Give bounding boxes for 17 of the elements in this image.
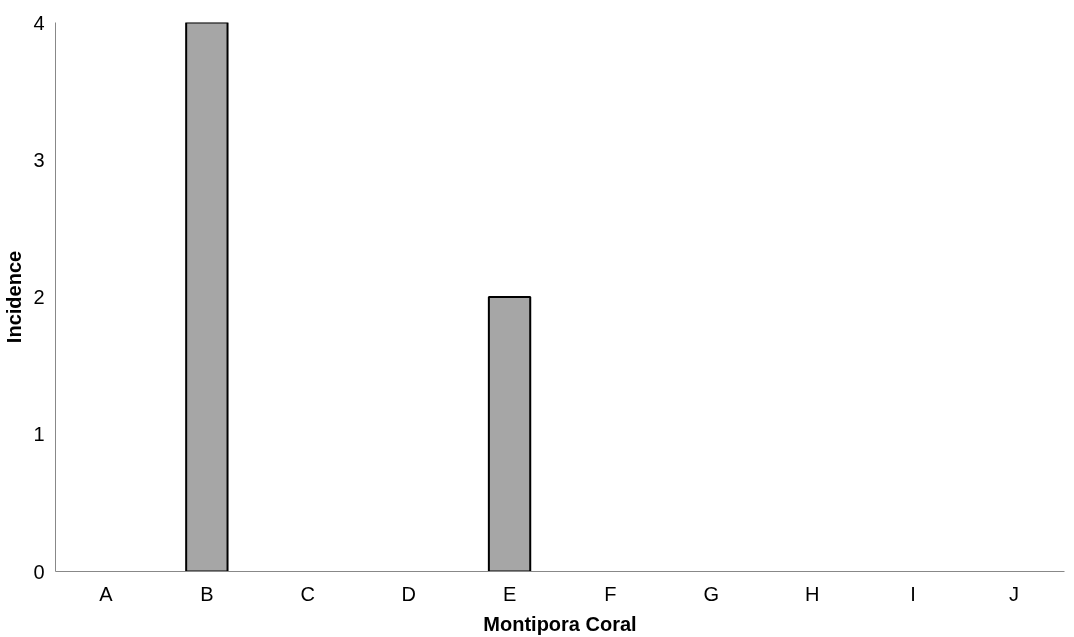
x-tick-label: F [604, 582, 617, 605]
y-tick-label: 2 [33, 286, 45, 308]
y-tick-label: 1 [33, 423, 45, 446]
x-tick-label: H [805, 582, 820, 605]
x-tick-label: J [1009, 582, 1020, 605]
y-axis-title: Incidence [3, 250, 26, 344]
x-tick-label: A [99, 582, 114, 605]
x-tick-label: B [200, 582, 214, 605]
x-axis-title: Montipora Coral [483, 612, 637, 635]
x-tick-label: E [502, 582, 517, 605]
y-tick-label: 4 [33, 11, 45, 34]
y-tick-label: 0 [33, 560, 45, 583]
x-tick-label: I [910, 582, 916, 605]
x-tick-label: C [300, 582, 315, 605]
x-tick-label: G [703, 582, 720, 605]
y-tick-label: 3 [33, 148, 45, 171]
x-tick-label: D [401, 582, 416, 605]
